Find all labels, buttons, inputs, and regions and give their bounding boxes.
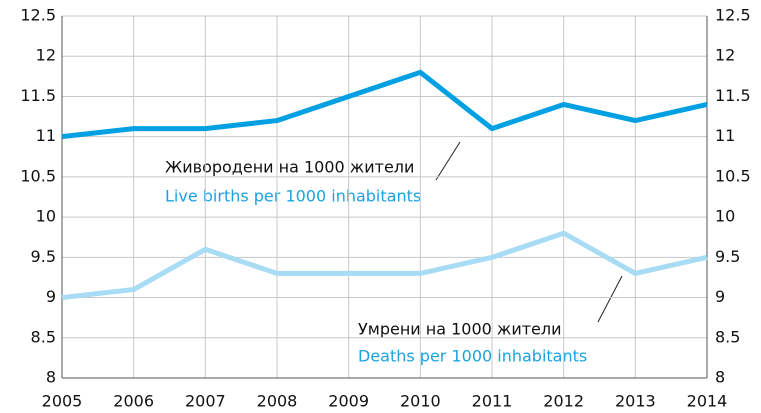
y-tick-label: 10.5 bbox=[20, 166, 56, 185]
y-tick-label: 9 bbox=[46, 287, 56, 306]
series-label: Deaths per 1000 inhabitants bbox=[358, 347, 587, 366]
y2-tick-label: 12.5 bbox=[715, 6, 751, 25]
series-label: Умрени на 1000 жители bbox=[358, 320, 562, 339]
y2-tick-label: 8.5 bbox=[715, 327, 740, 346]
data-line bbox=[61, 69, 708, 140]
series-label: Живородени на 1000 жители bbox=[165, 158, 414, 177]
x-tick-label: 2014 bbox=[687, 392, 728, 411]
y2-tick-label: 11 bbox=[715, 126, 735, 145]
x-tick-label: 2007 bbox=[185, 392, 226, 411]
x-tick-label: 2006 bbox=[113, 392, 154, 411]
x-tick-label: 2009 bbox=[328, 392, 369, 411]
y-tick-label: 12 bbox=[36, 46, 56, 65]
y2-tick-label: 10.5 bbox=[715, 166, 751, 185]
leader-line bbox=[597, 275, 623, 323]
y-tick-label: 10 bbox=[36, 207, 56, 226]
y-tick-label: 11 bbox=[36, 126, 56, 145]
data-line bbox=[61, 230, 708, 301]
x-tick-label: 2012 bbox=[543, 392, 584, 411]
y2-tick-label: 12 bbox=[715, 46, 735, 65]
y-tick-label: 9.5 bbox=[31, 247, 56, 266]
y-tick-label: 12.5 bbox=[20, 6, 56, 25]
y2-tick-label: 9.5 bbox=[715, 247, 740, 266]
x-tick-label: 2010 bbox=[400, 392, 441, 411]
leader-line bbox=[435, 141, 461, 181]
y2-tick-label: 8 bbox=[715, 368, 725, 387]
y-tick-label: 8.5 bbox=[31, 327, 56, 346]
x-tick-label: 2013 bbox=[615, 392, 656, 411]
y2-tick-label: 10 bbox=[715, 207, 735, 226]
y2-tick-label: 11.5 bbox=[715, 86, 751, 105]
y-tick-label: 11.5 bbox=[20, 86, 56, 105]
x-tick-label: 2008 bbox=[257, 392, 298, 411]
y2-tick-label: 9 bbox=[715, 287, 725, 306]
series-label: Live births per 1000 inhabitants bbox=[165, 187, 421, 206]
x-tick-label: 2005 bbox=[42, 392, 83, 411]
y-tick-label: 8 bbox=[46, 368, 56, 387]
x-tick-label: 2011 bbox=[472, 392, 513, 411]
